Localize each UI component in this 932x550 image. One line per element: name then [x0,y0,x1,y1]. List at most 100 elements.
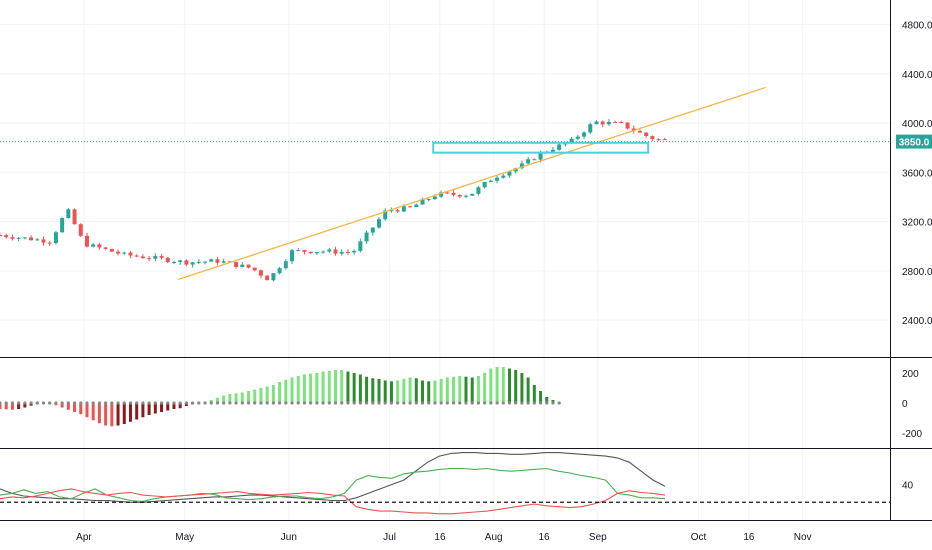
zero-cross-dot [228,401,232,405]
momentum-bar [358,374,362,403]
candle-body [134,255,139,257]
candle-body [451,192,456,195]
current-price-tag [896,134,932,149]
candle-body [128,252,133,256]
zero-cross-dot [495,401,499,405]
candle-body [215,259,220,263]
zero-cross-dot [284,401,288,405]
candle-body [339,251,344,254]
candle-body [302,250,307,252]
candle-body [35,239,40,241]
zero-cross-dot [234,401,238,405]
candle-body [196,261,201,263]
momentum-bar [507,368,511,403]
grid-lines [0,0,890,520]
zero-cross-dot [476,401,481,405]
zero-cross-dot [122,401,126,405]
momentum-bar [526,377,530,403]
momentum-bar [520,373,524,403]
candle-body [296,250,301,252]
y-tick-label: 4400.0 [902,70,932,81]
zero-cross-dot [172,401,176,405]
zero-cross-dot [383,401,387,405]
candle-body [383,210,388,220]
zero-cross-dot [520,401,524,405]
zero-cross-dot [265,401,269,405]
candle-body [457,194,462,197]
zero-cross-dot [128,401,133,405]
candle-body [550,149,555,152]
candle-body [358,241,363,251]
momentum-bar [271,385,275,403]
candle-body [389,210,394,212]
candle-body [600,121,605,125]
candle-body [97,244,102,248]
zero-cross-dot [327,401,331,405]
momentum-bar [17,403,21,409]
zero-cross-dot [29,401,33,405]
candle-body [619,121,624,123]
candle-body [184,260,189,265]
momentum-bar [539,391,543,403]
candle-body [656,139,661,141]
candle-body [47,242,52,244]
zero-cross-dot [0,401,2,405]
zero-cross-dot [215,401,220,405]
zero-cross-dot [439,401,443,405]
candle-body [4,235,9,238]
zero-cross-dot [246,401,251,405]
candle-body [563,143,568,145]
momentum-tick-label: 200 [902,369,919,380]
momentum-bar [470,377,474,403]
zero-cross-dot [203,401,207,405]
momentum-bar [178,403,182,409]
candle-body [408,206,413,208]
candle-body [507,171,512,176]
oscillator-series-1 [0,452,666,503]
momentum-bar [445,377,449,403]
momentum-bar [240,392,244,403]
candle-body [234,261,239,267]
candle-body [22,237,27,239]
momentum-bar [66,403,70,410]
candle-body [345,251,350,253]
momentum-bar [371,378,375,403]
momentum-bar [234,393,238,403]
candle-body [72,209,77,225]
candle-body [519,163,524,169]
candle-body [66,209,71,219]
momentum-bar [215,397,219,403]
momentum-bar [545,397,549,403]
zero-cross-dot [240,401,244,405]
candle-body [488,180,493,182]
momentum-bar [383,380,387,403]
zero-cross-dot [451,401,456,405]
zero-cross-dot [184,401,188,405]
candle-body [420,199,425,205]
zero-cross-dot [302,401,307,405]
candle-body [333,249,338,254]
zero-cross-dot [464,401,468,405]
candle-body [501,175,506,178]
candle-body [370,227,375,233]
zero-cross-dot [408,401,412,405]
candle-body [0,235,2,237]
zero-cross-dot [470,401,474,405]
candle-body [165,257,170,263]
momentum-bar [104,403,108,426]
zero-cross-dot [85,401,89,405]
zero-cross-dot [97,401,102,405]
candle-body [178,260,183,263]
y-tick-label: 2400.0 [902,316,932,327]
momentum-bar [483,373,487,403]
zero-cross-dot [104,401,108,405]
candle-body [401,206,406,212]
candle-body [513,168,518,172]
candle-body [171,262,176,264]
zero-cross-dot [445,401,449,405]
candle-body [277,268,282,274]
zero-cross-dot [60,401,64,405]
momentum-bar [433,380,437,403]
momentum-bar [309,373,313,403]
